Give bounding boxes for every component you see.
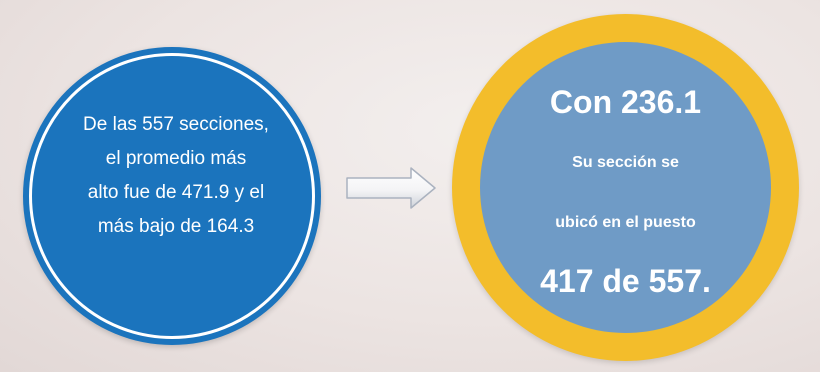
rank-value: 417 de 557. [540, 263, 711, 299]
right-arrow-icon [346, 167, 436, 209]
left-text-line-3: alto fue de 471.9 y el [87, 182, 265, 203]
right-result-circle [480, 42, 771, 333]
score-title: Con 236.1 [549, 84, 702, 120]
left-circle-ring [29, 53, 315, 339]
left-circle-text: De las 557 secciones, el promedio más al… [44, 108, 308, 244]
result-line-2: ubicó en el puesto [555, 214, 696, 231]
left-text-line-2: el promedio más [105, 148, 247, 169]
result-line-1: Su sección se [572, 154, 679, 171]
right-circle-text: Con 236.1 Su sección se ubicó en el pues… [480, 82, 771, 301]
left-text-line-4: más bajo de 164.3 [97, 216, 255, 237]
left-text-line-1: De las 557 secciones, [83, 114, 269, 135]
